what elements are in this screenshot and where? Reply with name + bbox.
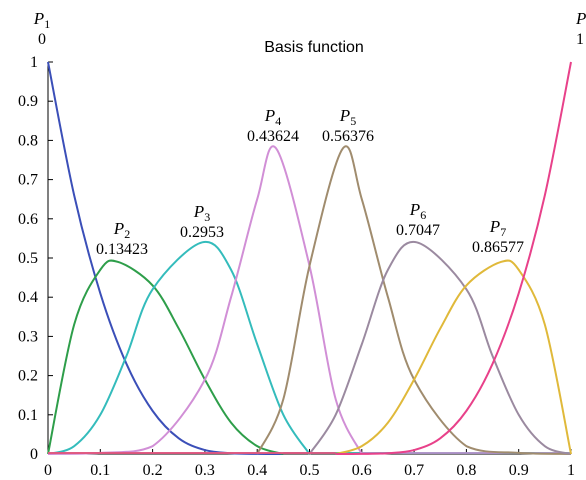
annotation-p7: P70.86577	[472, 217, 524, 256]
annotation-knot-value: 0.13423	[96, 241, 148, 258]
annotation-p3: P30.2953	[180, 202, 224, 241]
y-tick-label: 0.2	[18, 368, 38, 385]
annotation-point-label: P5	[339, 106, 356, 128]
series-group	[47, 61, 572, 455]
series-line-1	[47, 61, 284, 455]
annotation-p5: P50.56376	[322, 106, 374, 145]
chart-title: Basis function	[264, 39, 364, 56]
y-tick-label: 0.9	[18, 93, 38, 110]
series-line-8	[335, 61, 572, 455]
annotation-point-label: P6	[409, 200, 426, 222]
series-line-4	[47, 145, 363, 455]
y-tick-label: 1	[30, 54, 38, 71]
y-tick-label: 0.7	[18, 172, 38, 189]
x-tick-label: 0.3	[195, 462, 215, 479]
annotation-p2: P20.13423	[96, 219, 148, 258]
y-tick-label: 0.1	[18, 407, 38, 424]
annotation-point-label: P4	[264, 106, 281, 128]
y-tick-label: 0.8	[18, 132, 38, 149]
annotation-knot-value: 0.43624	[247, 128, 299, 145]
annotation-knot-value: 0.56376	[322, 128, 374, 145]
x-tick-label: 0.1	[90, 462, 110, 479]
series-line-2	[47, 259, 284, 455]
x-tick-label: 0.2	[143, 462, 163, 479]
annotation-knot-value: 0	[38, 31, 46, 48]
y-tick-label: 0.3	[18, 328, 38, 345]
annotations-group: P10 P20.13423 P30.2953 P40.43624 P50.56376 P6…	[33, 9, 586, 258]
x-tick-label: 0.5	[300, 462, 320, 479]
annotation-p8: P81	[575, 9, 586, 48]
x-tick-label: 0.6	[352, 462, 372, 479]
series-line-6	[308, 240, 572, 455]
annotation-p4: P40.43624	[247, 106, 299, 145]
annotation-knot-value: 0.7047	[396, 222, 440, 239]
series-line-7	[335, 259, 572, 455]
series-line-3	[47, 240, 311, 455]
annotation-point-label: P3	[193, 202, 210, 224]
annotation-p1: P10	[33, 9, 50, 48]
x-tick-label: 0.7	[404, 462, 424, 479]
annotation-knot-value: 0.86577	[472, 239, 524, 256]
x-tick-label: 0.8	[456, 462, 476, 479]
annotation-point-label: P7	[489, 217, 506, 239]
x-tick-label: 0.9	[509, 462, 529, 479]
y-tick-label: 0.4	[18, 289, 38, 306]
annotation-point-label: P2	[113, 219, 130, 241]
annotation-point-label: P8	[575, 9, 586, 31]
y-tick-label: 0.5	[18, 250, 38, 267]
x-tick-label: 1	[567, 462, 575, 479]
annotation-point-label: P1	[33, 9, 50, 31]
annotation-p6: P60.7047	[396, 200, 440, 239]
axes: 0 0.1 0.2 0.3 0.4 0.5 0.6 0.7 0.8 0.9 1 0 0.1 0.2 0.3 0…	[18, 54, 575, 479]
annotation-knot-value: 1	[576, 31, 584, 48]
y-tick-label: 0	[30, 446, 38, 463]
x-tick-label: 0	[44, 462, 52, 479]
x-tick-label: 0.4	[247, 462, 267, 479]
series-line-5	[256, 145, 572, 455]
y-tick-label: 0.6	[18, 211, 38, 228]
annotation-knot-value: 0.2953	[180, 224, 224, 241]
